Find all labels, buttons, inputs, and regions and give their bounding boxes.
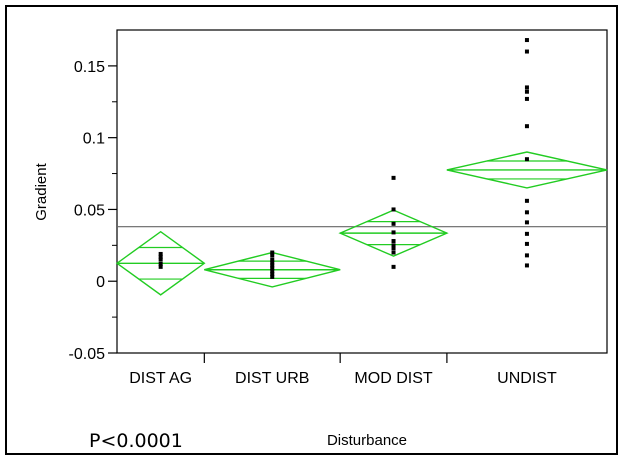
data-point [270, 274, 275, 279]
data-point [524, 89, 529, 94]
y-tick-label: 0.05 [74, 202, 105, 219]
data-point [524, 124, 529, 129]
group-diamonds [115, 38, 608, 296]
data-point [158, 264, 163, 269]
data-point [524, 241, 529, 246]
data-point [270, 260, 275, 265]
p-value-annotation: P<0.0001 [89, 430, 183, 452]
data-point [524, 96, 529, 101]
data-point [524, 210, 529, 215]
data-point [524, 253, 529, 258]
x-tick-label: DIST AG [129, 370, 192, 387]
y-tick-label: 0 [96, 274, 105, 291]
x-axis-title: Disturbance [327, 432, 407, 449]
x-tick-label: UNDIST [497, 370, 557, 387]
data-point [391, 239, 396, 244]
y-tick-label: 0.15 [74, 59, 105, 76]
x-axis: DIST AG DIST URB MOD DIST UNDIST [129, 353, 557, 387]
y-axis-title: Gradient [33, 162, 50, 220]
data-point [270, 253, 275, 258]
data-point [391, 250, 396, 255]
data-point [158, 254, 163, 259]
data-point [158, 257, 163, 262]
y-tick-label: 0.1 [83, 131, 105, 148]
plot-area [116, 29, 608, 354]
data-point [524, 157, 529, 162]
data-point [270, 269, 275, 274]
data-point [391, 207, 396, 212]
data-point [391, 246, 396, 251]
data-point [524, 198, 529, 203]
y-tick-label: -0.05 [69, 346, 106, 363]
data-point [158, 251, 163, 256]
data-point [270, 272, 275, 277]
data-point [524, 38, 529, 43]
data-point [524, 49, 529, 54]
data-point [524, 263, 529, 268]
data-point [391, 264, 396, 269]
data-point [391, 221, 396, 226]
data-point [391, 175, 396, 180]
x-tick-label: MOD DIST [354, 370, 432, 387]
y-axis: -0.05 0 0.05 0.1 0.15 [69, 59, 117, 363]
data-point [524, 220, 529, 225]
data-point [270, 250, 275, 255]
data-point [158, 261, 163, 266]
data-point [270, 263, 275, 268]
data-point [391, 243, 396, 248]
x-tick-label: DIST URB [235, 370, 309, 387]
data-point [524, 85, 529, 90]
data-point [270, 266, 275, 271]
data-point [391, 230, 396, 235]
data-point [524, 231, 529, 236]
data-point [270, 257, 275, 262]
